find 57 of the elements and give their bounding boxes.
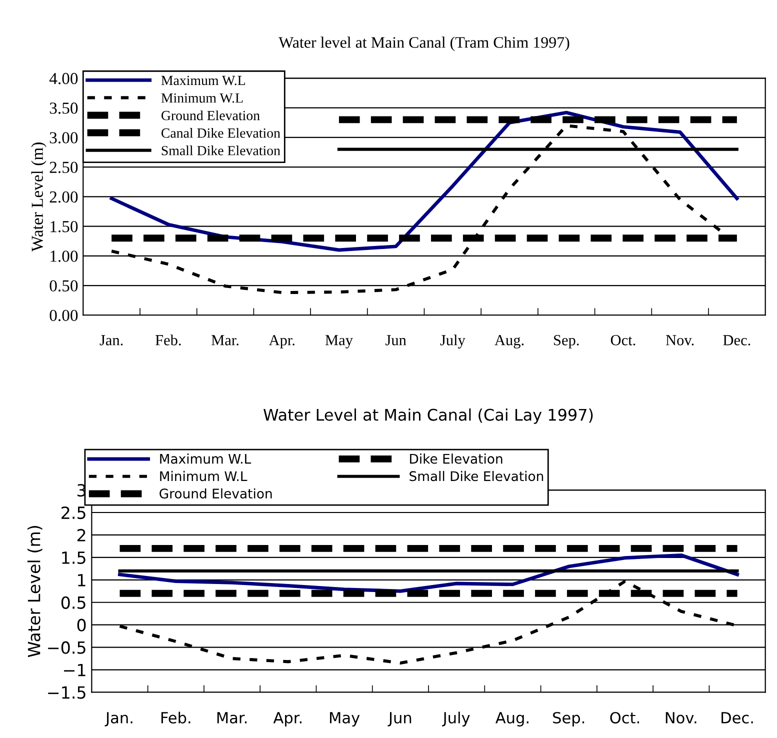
legend-label: Dike Elevation <box>410 454 502 464</box>
x-tick-label: Feb. <box>161 712 190 724</box>
legend-label: Maximum W.L <box>161 76 245 86</box>
legend-label: Maximum W.L <box>160 454 252 464</box>
x-tick-label: Sep. <box>553 712 584 726</box>
legend-label: Canal Dike Elevation <box>161 128 280 138</box>
legend-label: Ground Elevation <box>161 110 260 120</box>
x-tick-label: Feb. <box>155 334 181 346</box>
y-tick-label: 0.50 <box>50 280 78 292</box>
legend-label: Small Dike Elevation <box>162 146 280 156</box>
y-tick-label: 1 <box>78 574 86 586</box>
x-tick-label: Aug. <box>496 712 528 726</box>
x-tick-label: Mar. <box>211 335 238 346</box>
x-tick-label: Apr. <box>273 712 302 726</box>
y-tick-label: 4.00 <box>49 72 78 84</box>
y-tick-label: −0.5 <box>48 641 86 654</box>
y-tick-label: −1.5 <box>48 686 86 699</box>
x-tick-label: Mar. <box>217 712 247 724</box>
legend-label: Minimum W.L <box>161 93 243 103</box>
y-tick-label: 2.50 <box>50 162 78 174</box>
y-tick-label: 2.5 <box>62 506 86 520</box>
x-tick-label: May <box>330 712 360 726</box>
x-tick-label: Apr. <box>268 335 294 348</box>
y-tick-label: 2.00 <box>50 191 78 203</box>
x-tick-label: Jun <box>386 335 406 346</box>
x-tick-label: Sep. <box>554 335 579 348</box>
y-tick-label: 1.50 <box>50 220 78 232</box>
chart-title: Water level at Main Canal (Tram Chim 1997) <box>278 36 570 52</box>
y-tick-label: −1 <box>64 664 86 676</box>
y-tick-label: 3.00 <box>50 132 78 144</box>
y-tick-label: 0 <box>77 618 86 632</box>
legend-label: Minimum W.L <box>160 470 248 482</box>
x-tick-label: Oct. <box>610 712 639 724</box>
y-axis-title: Water Level (m) <box>27 526 42 658</box>
legend-label: Small Dike Elevation <box>410 470 544 482</box>
x-tick-label: Nov. <box>666 712 696 724</box>
y-tick-label: 0.5 <box>61 596 86 609</box>
y-axis-title: Water Level (m) <box>31 142 46 252</box>
x-tick-label: July <box>442 712 470 726</box>
y-tick-label: 0.00 <box>50 310 78 322</box>
legend-label: Ground Elevation <box>160 488 272 499</box>
x-tick-label: Nov. <box>666 335 694 346</box>
y-tick-label: 2 <box>77 528 86 542</box>
y-tick-label: 3.50 <box>50 102 78 114</box>
chart-title: Water Level at Main Canal (Cai Lay 1997) <box>264 408 593 424</box>
line-series <box>118 553 740 593</box>
x-tick-label: Dec. <box>722 712 753 724</box>
x-tick-label: Dec. <box>723 335 750 346</box>
x-tick-label: July <box>440 334 466 348</box>
x-tick-label: Jan. <box>100 335 123 346</box>
x-tick-label: Jun <box>388 712 412 726</box>
x-tick-label: May <box>325 335 353 348</box>
x-tick-label: Jan. <box>104 712 132 726</box>
x-tick-label: Aug. <box>494 335 524 348</box>
y-tick-label: 1.5 <box>62 552 86 564</box>
x-tick-label: Oct. <box>610 335 636 346</box>
y-tick-label: 1.00 <box>50 250 78 262</box>
